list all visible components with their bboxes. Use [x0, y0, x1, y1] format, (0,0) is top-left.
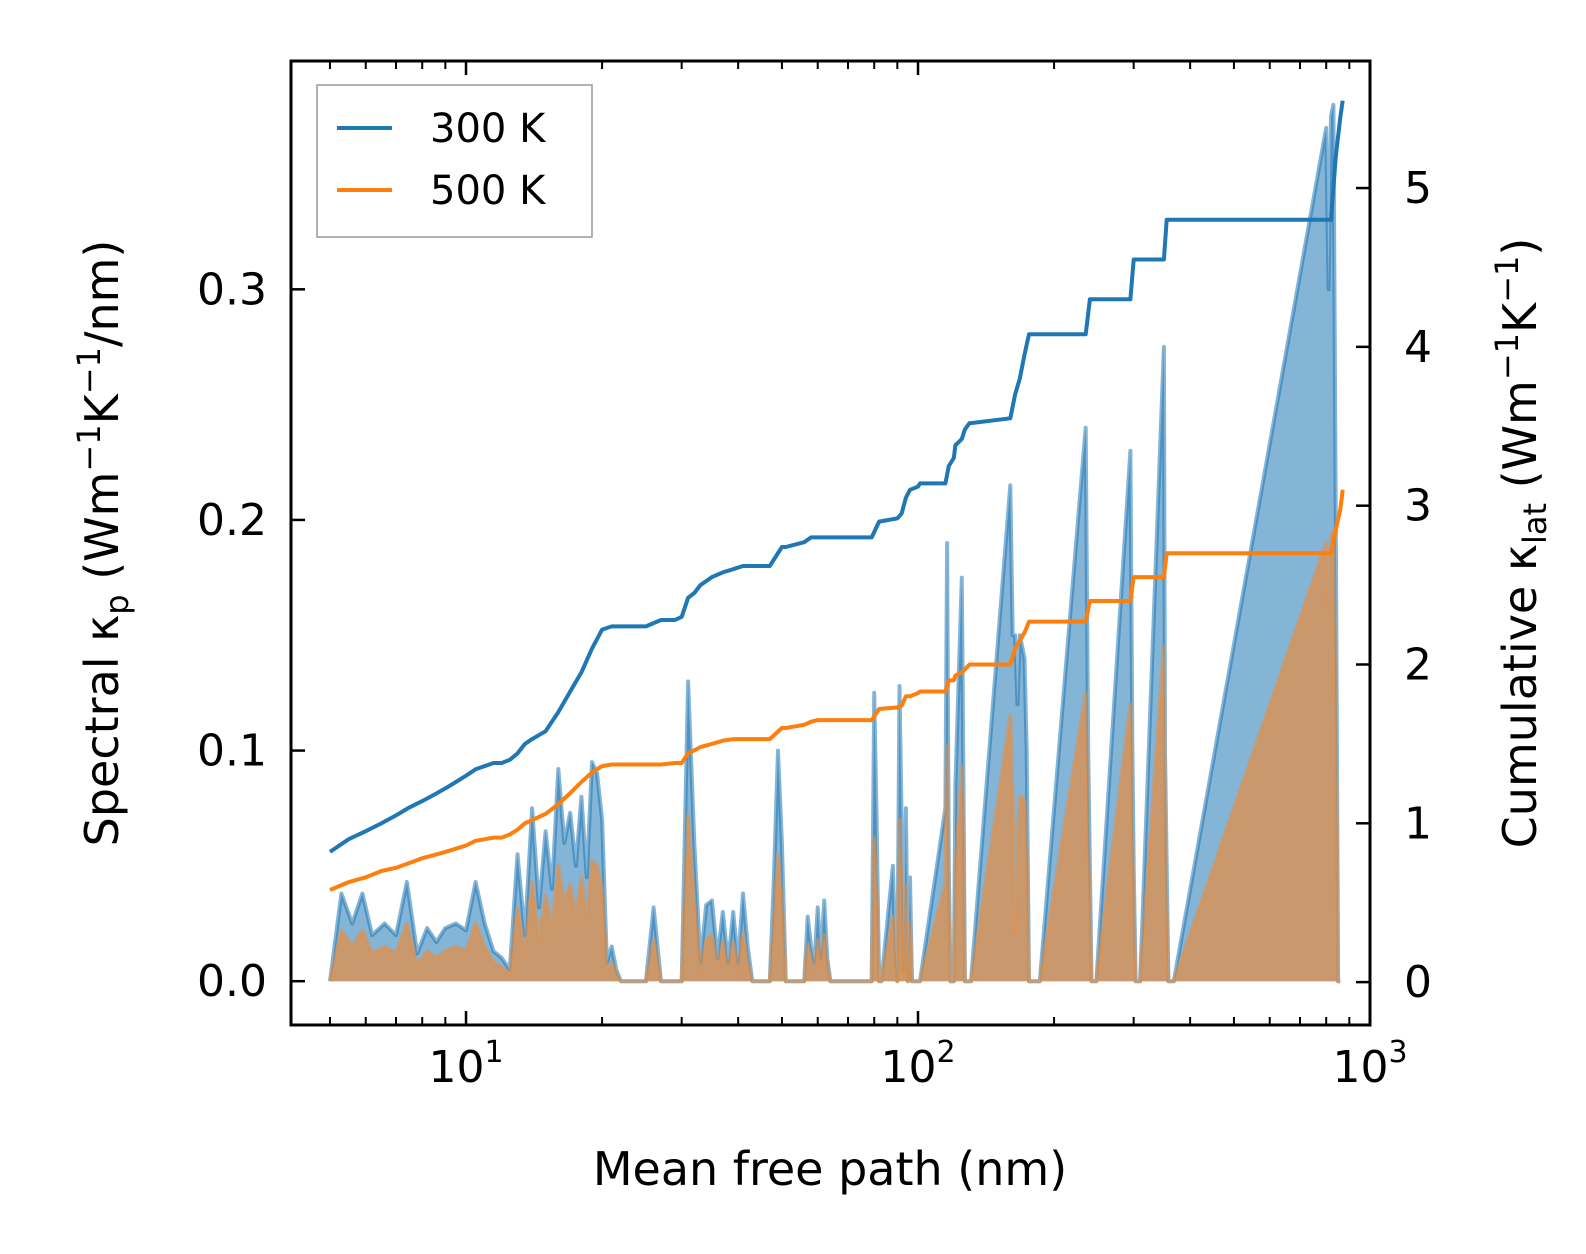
- y-right-tick-label: 3: [1404, 481, 1432, 532]
- y-left-label-sub: p: [98, 594, 136, 614]
- x-tick-exponent: 2: [936, 1035, 955, 1070]
- cumulative-line-500k: [329, 489, 1345, 892]
- y-right-axis-label: Cumulative κlat (Wm−1K−1): [1488, 238, 1554, 849]
- y-left-tick-label: 0.0: [197, 956, 267, 1007]
- legend-box: [316, 84, 593, 238]
- y-left-label-sup2: −1: [70, 347, 108, 394]
- y-right-label-mid1: (Wm: [1493, 380, 1547, 503]
- legend: 300 K 500 K: [316, 84, 593, 238]
- y-left-label-suffix: /nm): [75, 240, 129, 347]
- x-tick-base: 10: [880, 1042, 936, 1093]
- x-tick-label: 101: [428, 1035, 503, 1093]
- spectral-outline-500k: [328, 529, 1341, 984]
- x-tick-label: 103: [1332, 1035, 1407, 1093]
- plot-frame: [289, 59, 1372, 1027]
- x-tick-base: 10: [428, 1042, 484, 1093]
- legend-label-500k: 500 K: [430, 168, 547, 214]
- y-left-tick-label: 0.3: [197, 264, 267, 315]
- y-right-label-prefix: Cumulative κ: [1493, 544, 1547, 848]
- y-right-tick-label: 4: [1404, 322, 1432, 373]
- y-left-tick-label: 0.1: [197, 726, 267, 777]
- x-tick-exponent: 3: [1388, 1035, 1407, 1070]
- y-right-label-mid2: K: [1493, 301, 1547, 333]
- y-left-label-sup1: −1: [70, 424, 108, 471]
- y-right-tick-label: 2: [1404, 639, 1432, 690]
- y-right-label-sup2: −1: [1488, 256, 1526, 303]
- x-axis-label: Mean free path (nm): [593, 1142, 1067, 1196]
- y-left-tick-label: 0.2: [197, 495, 267, 546]
- y-right-label-sup1: −1: [1488, 333, 1526, 380]
- y-left-label-mid2: K: [75, 392, 129, 424]
- y-right-tick-label: 0: [1404, 957, 1432, 1008]
- y-right-label-sub: lat: [1516, 503, 1554, 544]
- x-tick-base: 10: [1332, 1042, 1388, 1093]
- cumulative-line-300k: [328, 100, 1345, 854]
- spectral-fills: [328, 102, 1341, 984]
- y-right-tick-label: 1: [1404, 798, 1432, 849]
- legend-label-300k: 300 K: [430, 106, 547, 152]
- y-right-tick-label: 5: [1404, 163, 1432, 214]
- cumulative-lines: [328, 100, 1345, 892]
- x-tick-exponent: 1: [484, 1035, 503, 1070]
- y-left-axis-label: Spectral κp (Wm−1K−1/nm): [70, 240, 136, 847]
- y-right-label-suffix: ): [1493, 238, 1547, 256]
- y-left-label-mid1: (Wm: [75, 472, 129, 595]
- x-tick-label: 102: [880, 1035, 955, 1093]
- y-left-label-prefix: Spectral κ: [75, 615, 129, 847]
